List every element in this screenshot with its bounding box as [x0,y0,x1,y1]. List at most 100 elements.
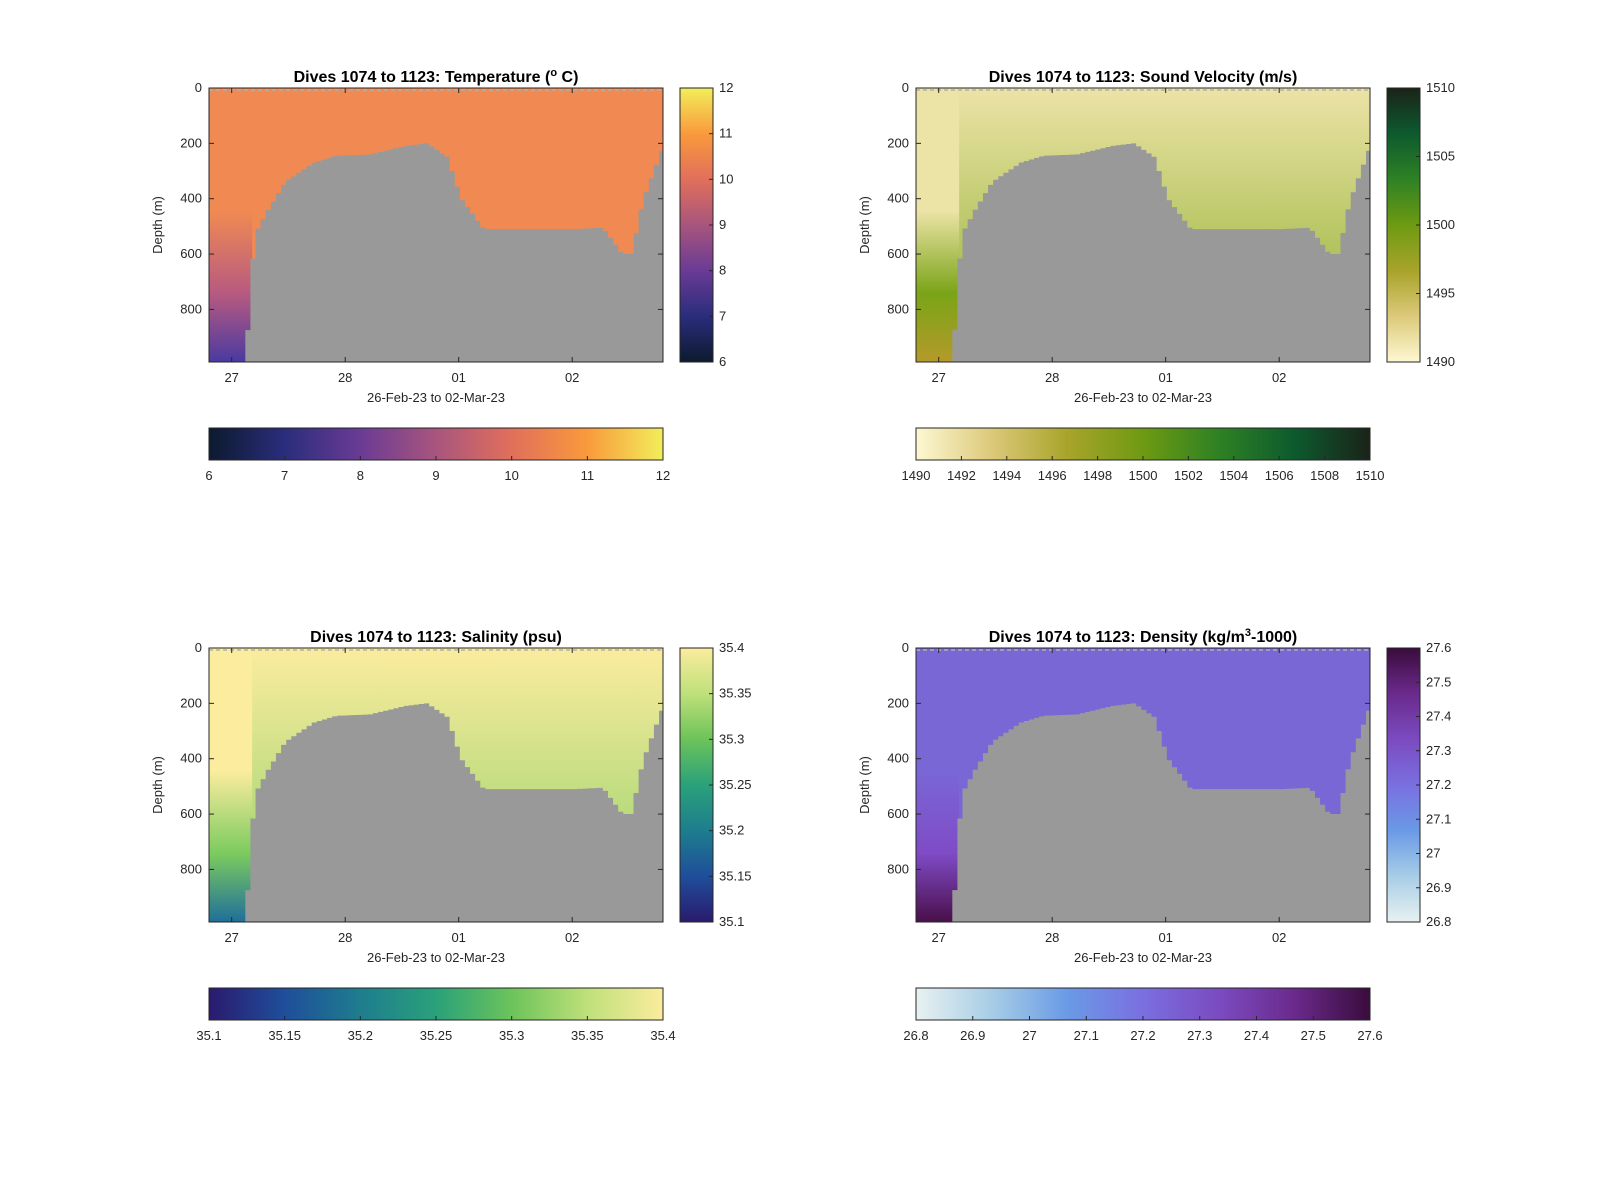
sound-velocity-title: Dives 1074 to 1123: Sound Velocity (m/s) [989,69,1298,86]
bottom-colorbar-label: 27 [1022,1028,1036,1043]
right-colorbar-label: 1490 [1426,354,1455,369]
right-colorbar-label: 27.1 [1426,811,1451,826]
bottom-colorbar-label: 1504 [1219,468,1248,483]
x-tick-label: 28 [1045,930,1059,945]
bottom-colorbar-label: 1490 [902,468,931,483]
right-colorbar-label: 27.6 [1426,640,1451,655]
bottom-colorbar-label: 12 [656,468,670,483]
y-tick-label: 600 [887,246,909,261]
bottom-colorbar-label: 1498 [1083,468,1112,483]
bottom-colorbar-label: 35.15 [268,1028,301,1043]
x-tick-label: 28 [338,930,352,945]
x-tick-label: 27 [931,930,945,945]
seafloor-mask [952,143,1370,362]
x-tick-label: 27 [224,370,238,385]
sound-velocity-panel: Dives 1074 to 1123: Sound Velocity (m/s)… [857,69,1455,483]
bottom-colorbar-label: 27.2 [1130,1028,1155,1043]
x-tick-label: 02 [1272,370,1286,385]
bottom-colorbar-label: 1502 [1174,468,1203,483]
bottom-colorbar-label: 35.1 [196,1028,221,1043]
y-tick-label: 0 [902,80,909,95]
deep-profile-strip [209,88,253,362]
y-axis-label: Depth (m) [857,196,872,254]
bottom-colorbar-label: 10 [504,468,518,483]
bottom-colorbar-label: 1500 [1129,468,1158,483]
right-colorbar-label: 35.2 [719,823,744,838]
density-panel: Dives 1074 to 1123: Density (kg/m3-1000)… [857,627,1451,1043]
x-axis-label: 26-Feb-23 to 02-Mar-23 [367,950,505,965]
y-tick-label: 600 [180,806,202,821]
right-colorbar-label: 27.5 [1426,674,1451,689]
right-colorbar-label: 9 [719,217,726,232]
y-tick-label: 800 [887,301,909,316]
bottom-colorbar-label: 35.2 [348,1028,373,1043]
x-axis-label: 26-Feb-23 to 02-Mar-23 [1074,950,1212,965]
right-colorbar-label: 6 [719,354,726,369]
right-colorbar-label: 1500 [1426,217,1455,232]
bottom-colorbar-label: 11 [581,468,595,483]
x-tick-label: 01 [1158,370,1172,385]
right-colorbar-label: 27.3 [1426,743,1451,758]
seafloor-mask [245,143,663,362]
bottom-colorbar-label: 8 [357,468,364,483]
x-tick-label: 02 [565,930,579,945]
right-colorbar-label: 10 [719,171,733,186]
x-axis-label: 26-Feb-23 to 02-Mar-23 [1074,390,1212,405]
y-tick-label: 800 [180,861,202,876]
bottom-colorbar-label: 1492 [947,468,976,483]
bottom-colorbar-label: 27.6 [1357,1028,1382,1043]
bottom-colorbar-label: 9 [432,468,439,483]
right-colorbar [679,647,714,923]
bottom-colorbar-label: 1494 [992,468,1021,483]
temperature-title: Dives 1074 to 1123: Temperature (o C) [294,67,579,86]
salinity-title: Dives 1074 to 1123: Salinity (psu) [310,629,562,646]
temperature-panel: Dives 1074 to 1123: Temperature (o C) 02… [150,67,733,483]
seafloor-mask [952,703,1370,922]
right-colorbar-label: 26.8 [1426,914,1451,929]
y-tick-label: 800 [887,861,909,876]
y-axis-label: Depth (m) [150,196,165,254]
plot-frame [915,647,1371,923]
density-title: Dives 1074 to 1123: Density (kg/m3-1000) [989,627,1298,646]
y-tick-label: 600 [180,246,202,261]
deep-profile-strip [209,648,253,922]
y-tick-label: 0 [902,640,909,655]
right-colorbar-label: 35.4 [719,640,744,655]
right-colorbar-label: 26.9 [1426,880,1451,895]
right-colorbar-label: 1510 [1426,80,1455,95]
bottom-colorbar [915,987,1371,1021]
bottom-colorbar-label: 35.35 [571,1028,604,1043]
right-colorbar-label: 35.15 [719,868,752,883]
y-tick-label: 400 [887,191,909,206]
seafloor-mask [245,703,663,922]
y-tick-label: 800 [180,301,202,316]
y-tick-label: 600 [887,806,909,821]
right-colorbar-label: 27 [1426,846,1440,861]
x-tick-label: 28 [1045,370,1059,385]
bottom-colorbar [208,427,664,461]
bottom-colorbar-label: 35.3 [499,1028,524,1043]
y-tick-label: 200 [887,135,909,150]
bottom-colorbar-label: 1510 [1356,468,1385,483]
right-colorbar-label: 27.2 [1426,777,1451,792]
bottom-colorbar-label: 7 [281,468,288,483]
x-tick-label: 27 [224,930,238,945]
bottom-colorbar [208,987,664,1021]
plot-frame [208,87,664,363]
x-tick-label: 01 [1158,930,1172,945]
right-colorbar-label: 35.35 [719,686,752,701]
y-axis-label: Depth (m) [150,756,165,814]
right-colorbar-label: 35.3 [719,731,744,746]
y-tick-label: 0 [195,640,202,655]
bottom-colorbar-label: 1496 [1038,468,1067,483]
right-colorbar-label: 11 [719,126,733,141]
x-tick-label: 01 [451,930,465,945]
x-tick-label: 02 [565,370,579,385]
x-tick-label: 28 [338,370,352,385]
y-tick-label: 0 [195,80,202,95]
bottom-colorbar-label: 6 [205,468,212,483]
bottom-colorbar-label: 27.1 [1074,1028,1099,1043]
bottom-colorbar-label: 27.3 [1187,1028,1212,1043]
right-colorbar-label: 35.25 [719,777,752,792]
